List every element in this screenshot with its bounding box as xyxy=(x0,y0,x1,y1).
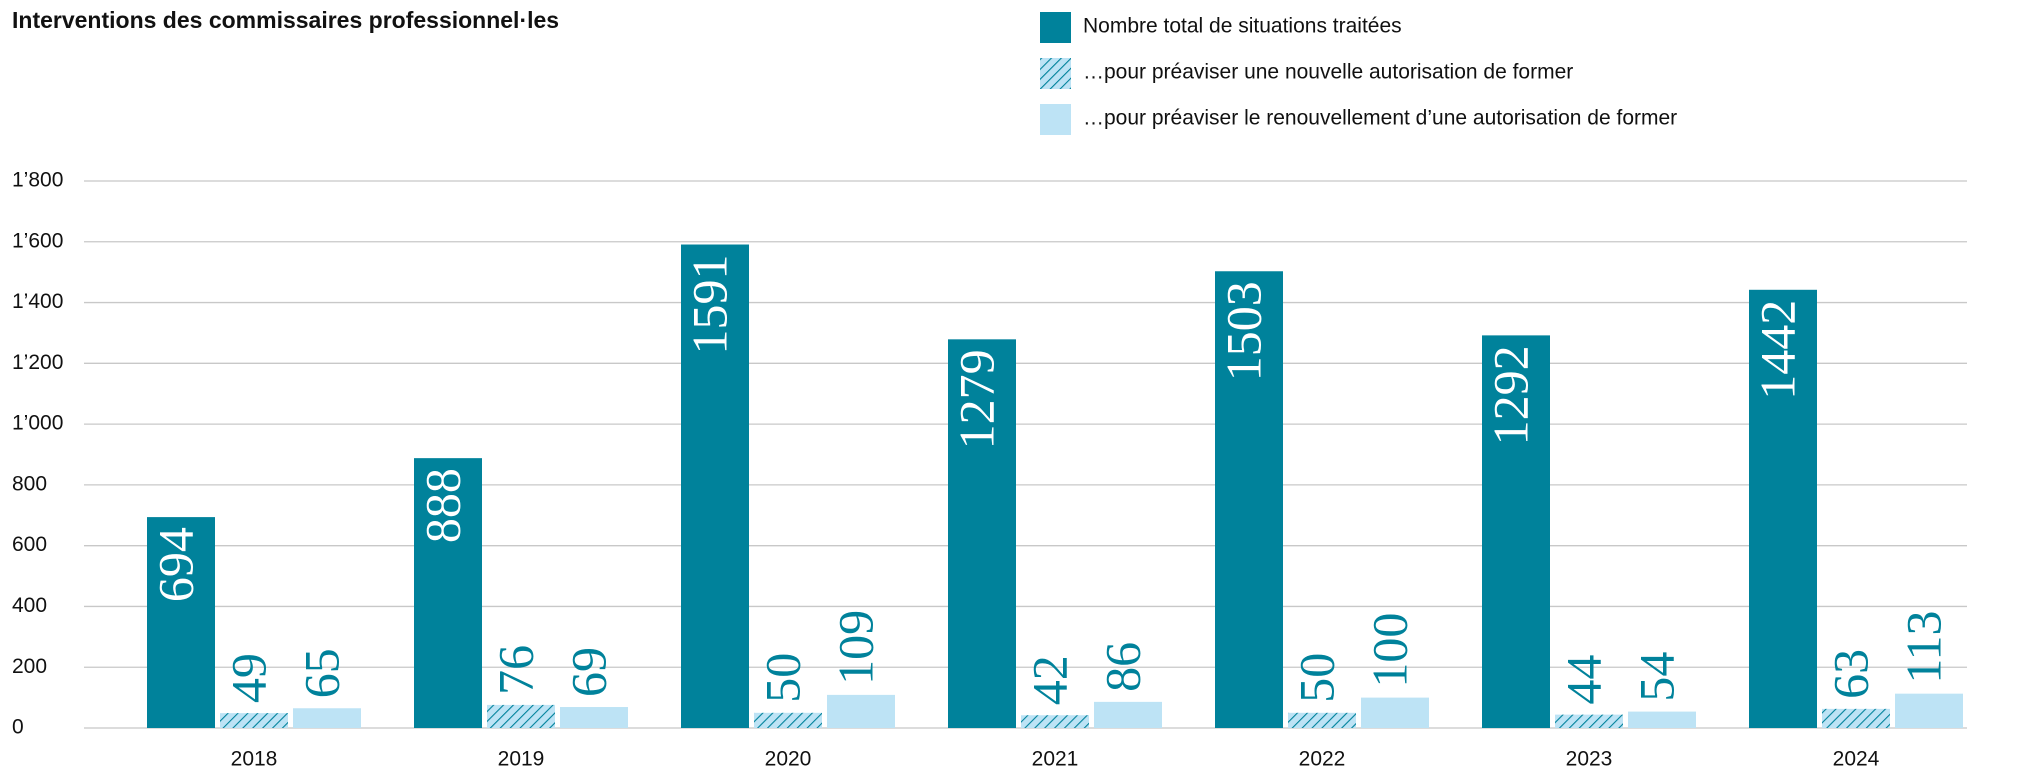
bar xyxy=(147,517,215,728)
x-tick-label: 2023 xyxy=(1566,748,1613,771)
bar xyxy=(560,707,628,728)
legend-swatch xyxy=(1040,58,1071,89)
x-tick-label: 2022 xyxy=(1299,748,1346,771)
legend-swatch xyxy=(1040,12,1071,43)
value-label: 86 xyxy=(1094,642,1150,692)
bar xyxy=(1021,715,1089,728)
x-tick-label: 2021 xyxy=(1032,748,1079,771)
bar xyxy=(1555,714,1623,728)
bar xyxy=(1822,708,1890,728)
y-tick-label: 600 xyxy=(12,533,47,556)
bar xyxy=(1288,712,1356,728)
bar xyxy=(1094,701,1162,728)
bar xyxy=(1628,711,1696,728)
bar xyxy=(487,704,555,728)
value-label: 694 xyxy=(147,527,203,602)
x-tick-label: 2018 xyxy=(231,748,278,771)
value-label: 76 xyxy=(487,645,543,695)
y-tick-label: 800 xyxy=(12,472,47,495)
value-label: 50 xyxy=(1288,653,1344,703)
x-tick-label: 2019 xyxy=(498,748,545,771)
x-tick-label: 2024 xyxy=(1833,748,1880,771)
value-label: 1292 xyxy=(1482,345,1538,445)
bar xyxy=(1895,693,1963,728)
value-label: 54 xyxy=(1628,652,1684,702)
value-label: 1279 xyxy=(948,349,1004,449)
value-label: 42 xyxy=(1021,655,1077,705)
x-tick-label: 2020 xyxy=(765,748,812,771)
value-label: 1442 xyxy=(1749,300,1805,400)
y-tick-label: 1’800 xyxy=(12,169,63,192)
value-label: 1503 xyxy=(1215,281,1271,381)
bar xyxy=(293,708,361,728)
bar xyxy=(681,244,749,729)
bar xyxy=(827,694,895,728)
value-label: 109 xyxy=(827,610,883,685)
y-tick-label: 400 xyxy=(12,594,47,617)
value-label: 50 xyxy=(754,653,810,703)
y-tick-label: 1’400 xyxy=(12,290,63,313)
bar xyxy=(220,713,288,728)
bar xyxy=(754,712,822,728)
bar xyxy=(1361,697,1429,728)
legend-label: …pour préaviser le renouvellement d’une … xyxy=(1083,107,1677,130)
value-label: 100 xyxy=(1361,613,1417,688)
value-label: 69 xyxy=(560,647,616,697)
value-label: 65 xyxy=(293,648,349,698)
value-label: 1591 xyxy=(681,255,737,355)
y-tick-label: 1’200 xyxy=(12,351,63,374)
bar xyxy=(1215,271,1283,728)
value-label: 44 xyxy=(1555,655,1611,705)
legend-swatch xyxy=(1040,104,1071,135)
y-tick-label: 200 xyxy=(12,655,47,678)
chart-title: Interventions des commissaires professio… xyxy=(12,7,559,33)
value-label: 49 xyxy=(220,653,276,703)
value-label: 888 xyxy=(414,468,470,543)
y-tick-label: 0 xyxy=(12,716,24,739)
legend-label: …pour préaviser une nouvelle autorisatio… xyxy=(1083,61,1573,84)
legend-label: Nombre total de situations traitées xyxy=(1083,15,1402,38)
value-label: 113 xyxy=(1895,611,1951,684)
bar xyxy=(1749,289,1817,728)
y-tick-label: 1’600 xyxy=(12,229,63,252)
y-tick-label: 1’000 xyxy=(12,412,63,435)
bar xyxy=(414,458,482,728)
bar xyxy=(1482,335,1550,728)
value-label: 63 xyxy=(1822,649,1878,699)
bar xyxy=(948,339,1016,728)
